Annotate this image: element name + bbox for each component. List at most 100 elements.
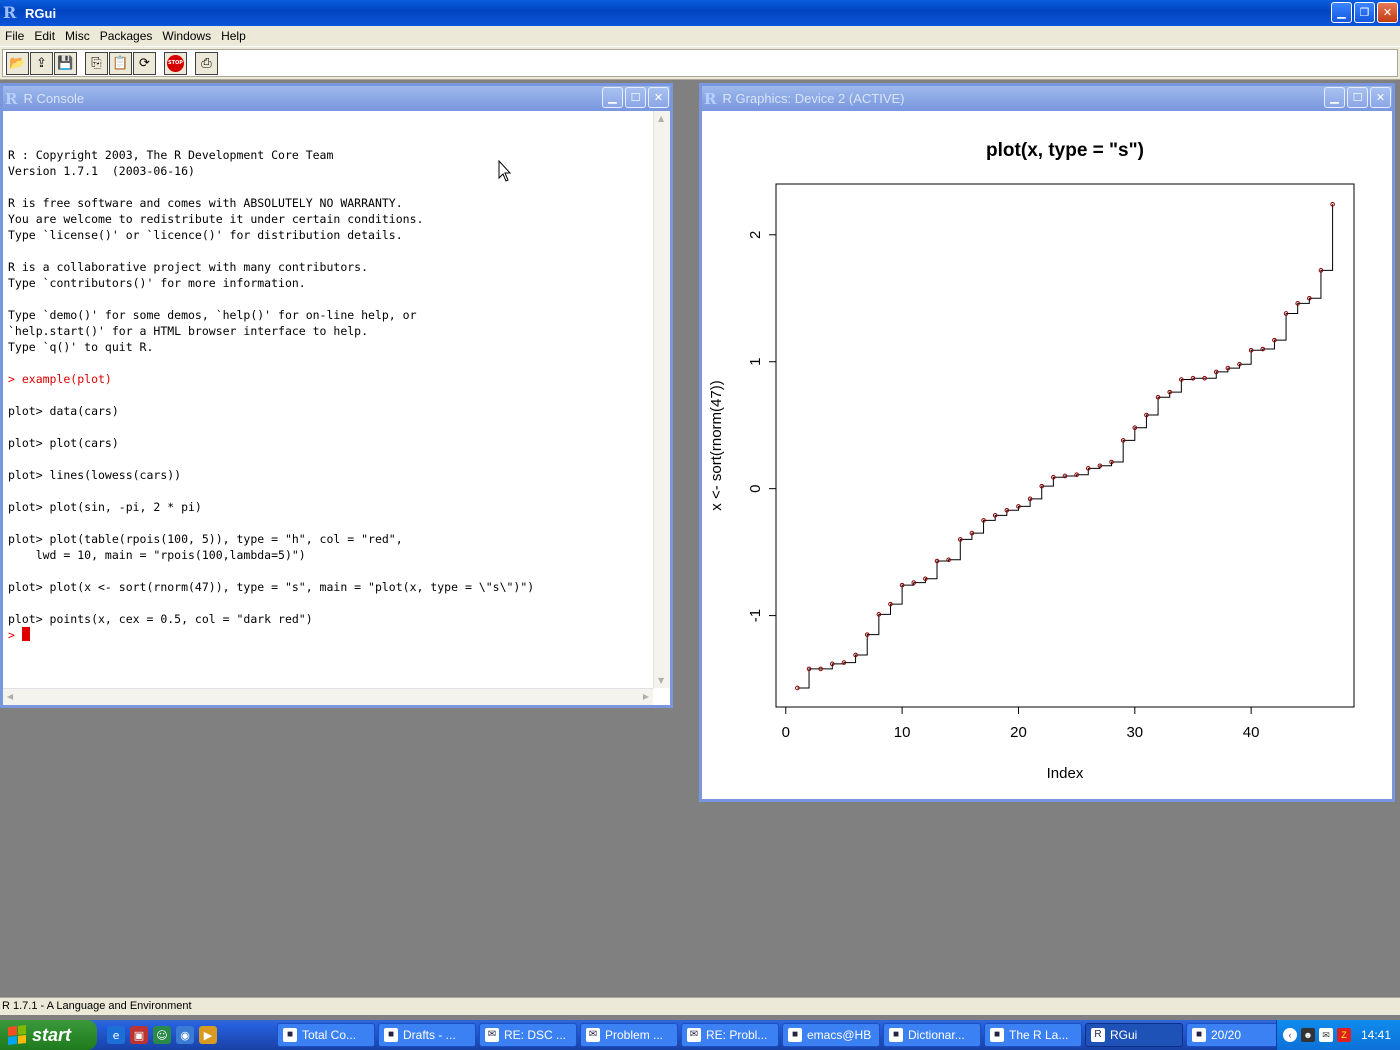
graphics-minimize-button[interactable]: ▁ [1324, 87, 1345, 108]
console-line: lwd = 10, main = "rpois(100,lambda=5)") [8, 548, 306, 562]
status-bar: R 1.7.1 - A Language and Environment [0, 997, 1400, 1015]
internet-explorer-icon[interactable]: e [107, 1026, 125, 1044]
data-point [1283, 311, 1289, 316]
toolbar: 📂 ⇪ 💾 ⎘ 📋 ⟳ STOP ⎙ [0, 46, 1400, 80]
console-title-bar[interactable]: R R Console ▁ ☐ ✕ [3, 86, 670, 111]
taskbar-button-label: Problem ... [605, 1028, 664, 1042]
menu-packages[interactable]: Packages [99, 29, 153, 43]
open-script-button[interactable]: 📂 [6, 51, 29, 75]
console-line [8, 131, 648, 147]
start-button[interactable]: start [0, 1020, 97, 1050]
data-point [1062, 473, 1068, 479]
menu-edit[interactable]: Edit [34, 29, 56, 43]
data-point [1248, 347, 1254, 353]
graphics-title-bar[interactable]: R R Graphics: Device 2 (ACTIVE) ▁ ☐ ✕ [702, 86, 1392, 111]
save-workspace-button[interactable]: 💾 [54, 51, 77, 75]
scroll-right-icon[interactable]: ▶ [642, 692, 649, 701]
menu-help[interactable]: Help [221, 29, 246, 43]
taskbar-button[interactable]: ■ Drafts - ... [378, 1023, 476, 1047]
data-point [1016, 504, 1021, 509]
taskbar-button-label: RE: DSC ... [504, 1028, 567, 1042]
load-workspace-button[interactable]: ⇪ [30, 51, 53, 75]
data-point [1307, 295, 1312, 301]
copy-paste-button[interactable]: ⟳ [133, 51, 156, 75]
scroll-left-icon[interactable]: ◀ [7, 692, 14, 701]
menu-windows[interactable]: Windows [162, 29, 212, 43]
console-line [8, 387, 648, 403]
console-horizontal-scrollbar[interactable]: ◀ ▶ [3, 688, 653, 705]
browser-icon[interactable]: ◉ [176, 1026, 194, 1044]
app-title: RGui [25, 5, 57, 21]
graphics-maximize-button[interactable]: ☐ [1347, 87, 1368, 108]
tray-expand-icon[interactable]: ‹ [1283, 1028, 1297, 1042]
taskbar-button[interactable]: R RGui [1085, 1023, 1183, 1047]
menu-misc[interactable]: Misc [65, 29, 90, 43]
graphics-title: R Graphics: Device 2 (ACTIVE) [722, 91, 905, 106]
console-prompt[interactable]: > [8, 627, 648, 643]
data-point [806, 666, 812, 672]
data-point [818, 666, 823, 672]
data-point [1109, 459, 1114, 465]
taskbar-button[interactable]: ✉ Problem ... [580, 1023, 678, 1047]
data-point [1213, 369, 1219, 375]
console-line [8, 179, 648, 195]
data-point [1051, 474, 1056, 480]
console-minimize-button[interactable]: ▁ [602, 87, 623, 108]
status-text: R 1.7.1 - A Language and Environment [2, 1000, 192, 1012]
menu-file[interactable]: File [5, 29, 25, 43]
console-vertical-scrollbar[interactable]: ▲ ▼ [653, 111, 670, 688]
console-maximize-button[interactable]: ☐ [625, 87, 646, 108]
taskbar-button[interactable]: ■ Total Co... [277, 1023, 375, 1047]
taskbar-button-label: Drafts - ... [403, 1028, 456, 1042]
console-line: Type `q()' to quit R. [8, 340, 154, 354]
console-title: R Console [23, 91, 85, 106]
console-line [8, 451, 648, 467]
taskbar-button[interactable]: ■ emacs@HB [782, 1023, 880, 1047]
console-output[interactable]: R : Copyright 2003, The R Development Co… [3, 111, 670, 705]
console-line [8, 291, 648, 307]
restore-button[interactable]: ❐ [1354, 2, 1375, 23]
console-line: `help.start()' for a HTML browser interf… [8, 324, 369, 338]
graphics-device: plot(x, type = "s") Index x <- sort(rnorm(… [702, 111, 1392, 799]
taskbar-button[interactable]: ■ The R La... [984, 1023, 1082, 1047]
tray-mail-icon[interactable]: ✉ [1319, 1028, 1333, 1042]
r-logo-icon: R [5, 89, 18, 108]
scroll-down-icon[interactable]: ▼ [658, 676, 665, 685]
rgui-title-bar[interactable]: R RGui ▁ ❐ ✕ [0, 0, 1400, 26]
minimize-button[interactable]: ▁ [1331, 2, 1352, 23]
close-button[interactable]: ✕ [1377, 2, 1398, 23]
data-point [1272, 337, 1277, 343]
scroll-up-icon[interactable]: ▲ [658, 114, 665, 123]
tray-app-icon[interactable]: ☻ [1301, 1028, 1315, 1042]
console-line: plot> data(cars) [8, 404, 119, 418]
data-point [1202, 375, 1207, 381]
print-button[interactable]: ⎙ [195, 51, 218, 75]
app-launcher-icon[interactable]: ▣ [130, 1026, 148, 1044]
mail-client-icon: ■ [384, 1028, 398, 1042]
data-point [899, 582, 905, 588]
data-point [1027, 496, 1033, 502]
taskbar-button[interactable]: ✉ RE: Probl... [681, 1023, 779, 1047]
data-point [1039, 483, 1045, 489]
console-line: plot> lines(lowess(cars)) [8, 468, 182, 482]
stop-button[interactable]: STOP [164, 51, 187, 75]
console-line: > example(plot) [8, 372, 112, 386]
console-close-button[interactable]: ✕ [648, 87, 669, 108]
x-axis-label: Index [1047, 765, 1084, 782]
taskbar-button[interactable]: ✉ RE: DSC ... [479, 1023, 577, 1047]
paste-button[interactable]: 📋 [109, 51, 132, 75]
data-point [1120, 438, 1126, 443]
taskbar-button-label: RGui [1110, 1028, 1138, 1042]
taskbar-button[interactable]: ■ Dictionar... [883, 1023, 981, 1047]
messenger-icon[interactable]: ☺ [153, 1026, 171, 1044]
y-tick-label: 2 [747, 231, 764, 239]
copy-button[interactable]: ⎘ [85, 51, 108, 75]
floppy-icon: ■ [283, 1028, 297, 1042]
taskbar-button[interactable]: ■ 20/20 [1186, 1023, 1284, 1047]
graphics-close-button[interactable]: ✕ [1370, 87, 1391, 108]
folder-open-icon: 📂 [9, 55, 26, 71]
zonealarm-icon[interactable]: Z [1337, 1028, 1351, 1042]
console-line [8, 419, 648, 435]
console-line: plot> points(x, cex = 0.5, col = "dark r… [8, 612, 313, 626]
media-player-icon[interactable]: ▶ [199, 1026, 217, 1044]
